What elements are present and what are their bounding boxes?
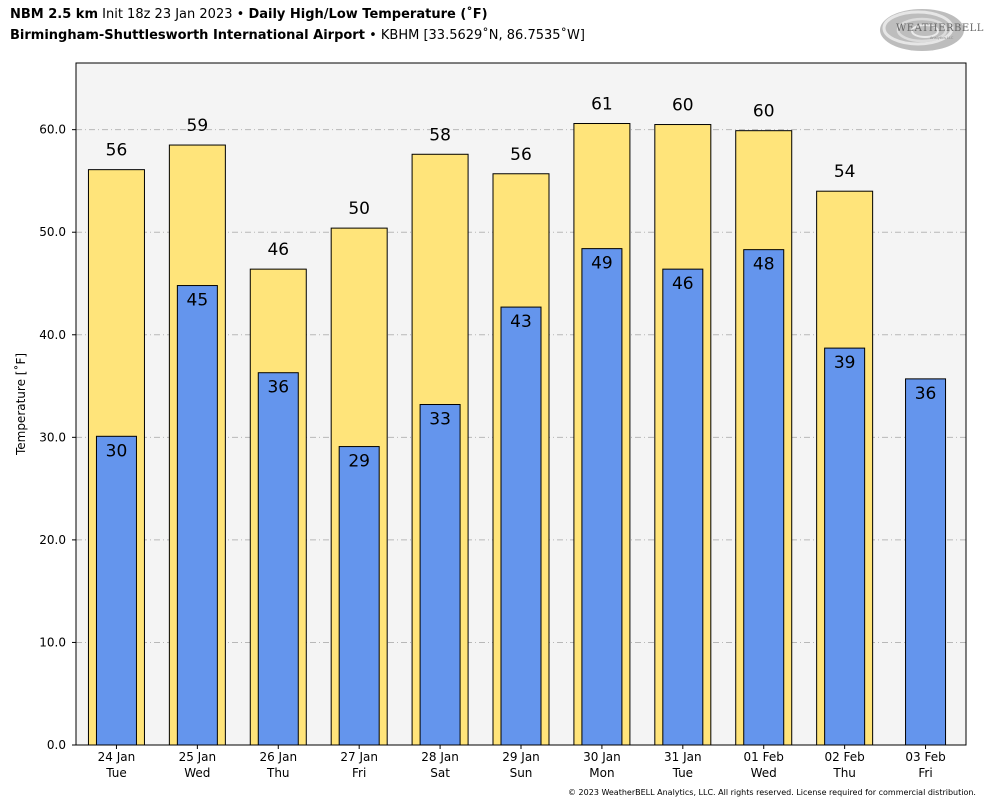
high-temp-label: 56 (510, 145, 532, 165)
low-temp-label: 45 (187, 291, 209, 311)
low-temp-bar (419, 404, 461, 746)
x-tick-day: Wed (184, 766, 210, 780)
separator: • (236, 7, 245, 22)
x-tick-date: 25 Jan (179, 750, 217, 764)
low-temp-bar (743, 249, 785, 746)
low-temp-label: 36 (915, 384, 937, 404)
y-tick-label: 0.0 (47, 738, 66, 752)
chart-title-line-2: Birmingham-Shuttlesworth International A… (10, 28, 585, 43)
y-tick-label: 60.0 (39, 123, 66, 137)
low-temp-bar (95, 435, 137, 746)
x-tick-day: Sat (430, 766, 450, 780)
x-tick-date: 01 Feb (744, 750, 784, 764)
y-tick-label: 20.0 (39, 533, 66, 547)
x-tick-day: Tue (105, 766, 127, 780)
x-tick-day: Fri (918, 766, 932, 780)
y-tick-label: 30.0 (39, 430, 66, 444)
high-temp-label: 60 (672, 96, 694, 116)
separator: • (369, 28, 377, 43)
x-tick-date: 29 Jan (502, 750, 540, 764)
high-temp-label: 46 (267, 240, 289, 260)
logo-text: WEATHERBELL (896, 23, 984, 34)
model-name: NBM 2.5 km (10, 7, 98, 22)
chart-title-line-1: NBM 2.5 km Init 18z 23 Jan 2023 • Daily … (10, 7, 488, 22)
copyright-notice: © 2023 WeatherBELL Analytics, LLC. All r… (568, 788, 976, 797)
low-temp-bar (581, 248, 623, 746)
x-tick-date: 28 Jan (421, 750, 459, 764)
x-tick-date: 03 Feb (905, 750, 945, 764)
low-temp-label: 33 (429, 410, 451, 430)
x-tick-date: 02 Feb (824, 750, 864, 764)
x-tick-date: 24 Jan (98, 750, 136, 764)
low-temp-label: 49 (591, 254, 613, 274)
product-name: Daily High/Low Temperature (˚F) (248, 7, 488, 22)
high-temp-label: 61 (591, 95, 613, 115)
low-temp-bar (500, 306, 542, 746)
x-tick-day: Fri (352, 766, 366, 780)
high-temp-label: 60 (753, 102, 775, 122)
high-temp-label: 50 (348, 199, 370, 219)
plot-frame (75, 62, 967, 746)
high-temp-label: 56 (106, 141, 128, 161)
low-temp-label: 29 (348, 452, 370, 472)
y-axis-label: Temperature [˚F] (13, 353, 28, 456)
x-tick-day: Sun (510, 766, 533, 780)
low-temp-label: 43 (510, 312, 532, 332)
x-tick-day: Mon (589, 766, 614, 780)
low-temp-bar (662, 268, 704, 746)
x-tick-day: Wed (751, 766, 777, 780)
low-temp-label: 39 (834, 353, 856, 373)
low-temp-bar (257, 372, 299, 746)
high-temp-label: 58 (429, 125, 451, 145)
x-tick-date: 26 Jan (259, 750, 297, 764)
low-temp-label: 36 (267, 378, 289, 398)
low-temp-label: 30 (106, 441, 128, 461)
station-info: KBHM [33.5629˚N, 86.7535˚W] (380, 28, 585, 43)
low-temp-bar (905, 378, 947, 746)
low-temp-label: 46 (672, 274, 694, 294)
station-name: Birmingham-Shuttlesworth International A… (10, 28, 365, 43)
x-tick-day: Tue (672, 766, 694, 780)
y-tick-label: 10.0 (39, 635, 66, 649)
x-tick-day: Thu (266, 766, 290, 780)
low-temp-label: 48 (753, 255, 775, 275)
x-tick-date: 31 Jan (664, 750, 702, 764)
low-temp-bar (338, 446, 380, 746)
x-tick-date: 30 Jan (583, 750, 621, 764)
high-temp-label: 59 (187, 116, 209, 136)
logo-subtext: Analytics LLC (930, 36, 954, 40)
x-tick-day: Thu (832, 766, 856, 780)
y-tick-label: 40.0 (39, 328, 66, 342)
weatherbell-logo (880, 9, 964, 51)
init-time: Init 18z 23 Jan 2023 (102, 7, 233, 22)
low-temp-bar (176, 285, 218, 746)
low-temp-bar (824, 347, 866, 746)
x-tick-date: 27 Jan (340, 750, 378, 764)
y-tick-label: 50.0 (39, 225, 66, 239)
high-temp-label: 54 (834, 162, 856, 182)
